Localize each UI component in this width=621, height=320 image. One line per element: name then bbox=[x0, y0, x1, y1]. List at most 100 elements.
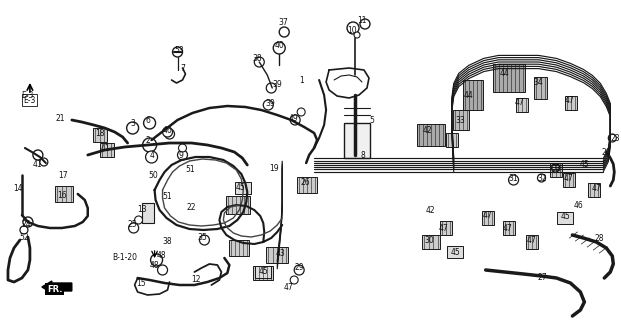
Circle shape bbox=[158, 265, 168, 275]
FancyArrow shape bbox=[42, 281, 72, 293]
Text: 47: 47 bbox=[591, 183, 601, 193]
Text: 41: 41 bbox=[33, 159, 43, 169]
Circle shape bbox=[33, 150, 43, 160]
Bar bbox=[525, 235, 538, 249]
Circle shape bbox=[127, 122, 138, 134]
Circle shape bbox=[199, 235, 209, 245]
Bar bbox=[563, 173, 576, 187]
Circle shape bbox=[254, 57, 265, 67]
Text: 50: 50 bbox=[148, 171, 158, 180]
Bar bbox=[255, 266, 271, 278]
Text: 6: 6 bbox=[145, 116, 150, 124]
Text: 52: 52 bbox=[19, 233, 29, 242]
Bar bbox=[502, 221, 515, 235]
Text: 39: 39 bbox=[265, 99, 275, 108]
Text: 32: 32 bbox=[551, 164, 561, 172]
Text: 47: 47 bbox=[439, 223, 448, 233]
Text: 45: 45 bbox=[235, 182, 245, 191]
Bar bbox=[446, 246, 463, 258]
Text: 8: 8 bbox=[361, 150, 365, 159]
Circle shape bbox=[347, 22, 359, 34]
Bar bbox=[453, 110, 469, 130]
Text: 13: 13 bbox=[137, 204, 147, 213]
Circle shape bbox=[178, 150, 188, 160]
Circle shape bbox=[163, 127, 173, 137]
Text: 31: 31 bbox=[509, 173, 519, 182]
Text: 45: 45 bbox=[258, 267, 268, 276]
Text: 12: 12 bbox=[191, 276, 200, 284]
Text: 29: 29 bbox=[294, 262, 304, 271]
Text: 47: 47 bbox=[515, 98, 525, 107]
Text: 53: 53 bbox=[175, 45, 184, 54]
Text: 47: 47 bbox=[564, 95, 574, 105]
Circle shape bbox=[23, 217, 33, 227]
Text: 47: 47 bbox=[503, 223, 512, 233]
Bar bbox=[55, 186, 73, 202]
Text: 17: 17 bbox=[58, 171, 68, 180]
Text: 1: 1 bbox=[299, 76, 304, 84]
Circle shape bbox=[40, 158, 48, 166]
Text: 45: 45 bbox=[561, 212, 570, 220]
Text: 10: 10 bbox=[347, 26, 357, 35]
Circle shape bbox=[178, 144, 186, 152]
Text: 51: 51 bbox=[186, 164, 195, 173]
Bar bbox=[297, 177, 317, 193]
Bar bbox=[558, 212, 573, 224]
Bar bbox=[440, 221, 451, 235]
Text: 37: 37 bbox=[278, 18, 288, 27]
Text: 51: 51 bbox=[163, 191, 173, 201]
Bar bbox=[446, 133, 458, 147]
Bar bbox=[492, 64, 525, 92]
Text: 7: 7 bbox=[180, 63, 185, 73]
Bar bbox=[482, 211, 494, 225]
Text: 49: 49 bbox=[288, 114, 298, 123]
Bar bbox=[235, 182, 252, 194]
Circle shape bbox=[290, 276, 298, 284]
Bar bbox=[142, 203, 153, 223]
Circle shape bbox=[609, 134, 616, 142]
Text: 47: 47 bbox=[527, 236, 537, 244]
Text: 3: 3 bbox=[130, 118, 135, 127]
Bar bbox=[93, 128, 107, 142]
Text: 27: 27 bbox=[538, 274, 547, 283]
Text: 38: 38 bbox=[163, 236, 173, 245]
Circle shape bbox=[165, 129, 175, 139]
Text: 46: 46 bbox=[574, 201, 583, 210]
Bar bbox=[100, 143, 114, 157]
Text: 35: 35 bbox=[197, 233, 207, 242]
Bar bbox=[515, 98, 528, 112]
Bar bbox=[533, 77, 548, 99]
Text: 48: 48 bbox=[156, 252, 166, 260]
Bar bbox=[253, 266, 273, 280]
Circle shape bbox=[135, 216, 143, 224]
Text: 15: 15 bbox=[136, 278, 145, 287]
Circle shape bbox=[297, 108, 305, 116]
Text: E-3: E-3 bbox=[24, 95, 36, 105]
Text: 11: 11 bbox=[357, 15, 367, 25]
Text: 30: 30 bbox=[424, 236, 433, 244]
Bar bbox=[266, 247, 288, 263]
Text: 44: 44 bbox=[500, 68, 509, 77]
Text: 22: 22 bbox=[187, 203, 196, 212]
Text: 40: 40 bbox=[274, 41, 284, 50]
Text: 25: 25 bbox=[128, 220, 137, 228]
Circle shape bbox=[279, 27, 289, 37]
Text: B-1-20: B-1-20 bbox=[112, 252, 137, 261]
Text: 33: 33 bbox=[456, 116, 466, 124]
Circle shape bbox=[538, 174, 545, 182]
Text: 5: 5 bbox=[369, 116, 374, 124]
Text: 18: 18 bbox=[95, 129, 104, 138]
Text: 26: 26 bbox=[301, 178, 310, 187]
Bar bbox=[566, 96, 578, 110]
Circle shape bbox=[360, 19, 370, 29]
Circle shape bbox=[173, 47, 183, 57]
Text: 48: 48 bbox=[150, 260, 160, 269]
Bar bbox=[344, 123, 370, 157]
Text: 44: 44 bbox=[464, 91, 474, 100]
Text: 34: 34 bbox=[533, 77, 543, 86]
Bar bbox=[229, 240, 249, 256]
Text: 32: 32 bbox=[538, 173, 547, 182]
Text: 2: 2 bbox=[145, 135, 150, 145]
Circle shape bbox=[263, 100, 273, 110]
Circle shape bbox=[354, 32, 360, 38]
